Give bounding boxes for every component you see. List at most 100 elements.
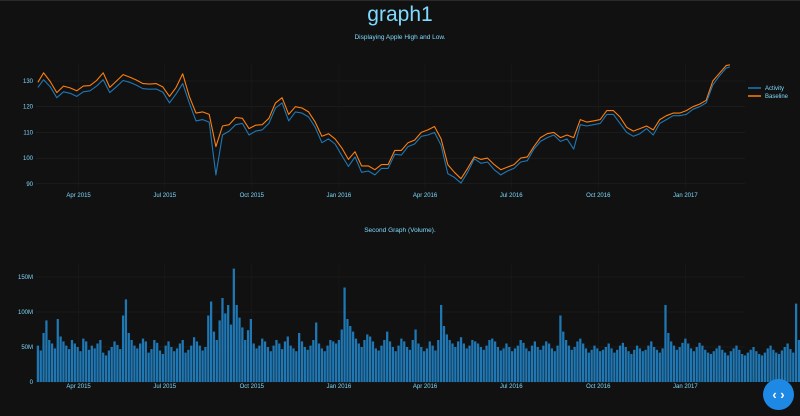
volume-bar xyxy=(408,349,412,382)
volume-bar xyxy=(56,319,59,382)
volume-bar xyxy=(53,348,57,382)
volume-bar xyxy=(153,340,156,382)
volume-bar xyxy=(201,350,204,382)
volume-bar xyxy=(258,345,261,382)
volume-bar xyxy=(403,341,406,382)
price-chart-lines xyxy=(37,64,731,184)
volume-bar xyxy=(760,355,764,382)
volume-bar xyxy=(664,305,667,382)
volume-bar xyxy=(400,338,403,382)
volume-bar xyxy=(90,345,93,382)
volume-bar xyxy=(729,351,732,382)
volume-bar xyxy=(386,331,389,382)
volume-bar xyxy=(474,341,477,382)
volume-bar xyxy=(45,320,48,382)
price-x-tick-label: Jul 2015 xyxy=(153,193,176,199)
volume-bar xyxy=(499,350,502,382)
volume-bar xyxy=(482,349,485,382)
volume-bar xyxy=(789,349,792,382)
price-x-tick-label: Oct 2015 xyxy=(240,193,265,199)
legend-label-activity[interactable]: Activity xyxy=(765,86,784,92)
volume-y-tick-label: 50M xyxy=(21,345,33,351)
volume-bar xyxy=(414,329,417,382)
volume-bar xyxy=(329,340,332,382)
volume-bar xyxy=(715,348,718,382)
volume-bar xyxy=(309,345,312,382)
volume-bar xyxy=(360,347,363,382)
volume-bar xyxy=(775,352,778,382)
volume-chart-title: Second Graph (Volume). xyxy=(364,227,436,234)
volume-bar xyxy=(391,347,394,382)
volume-bar xyxy=(67,349,71,382)
volume-bar xyxy=(647,345,650,382)
volume-bar xyxy=(596,348,599,382)
volume-bar xyxy=(42,333,45,382)
volume-bar xyxy=(505,343,508,382)
volume-bar xyxy=(349,326,352,382)
volume-chart-x-ticks: Apr 2015 Jul 2015 Oct 2015 Jan 2016 Apr 2016… xyxy=(66,384,698,390)
volume-bar xyxy=(442,326,446,382)
legend-label-baseline[interactable]: Baseline xyxy=(765,94,789,100)
volume-bar xyxy=(718,345,721,382)
volume-bar xyxy=(181,340,184,382)
volume-bar xyxy=(670,341,673,382)
volume-bar xyxy=(107,350,111,382)
volume-bar xyxy=(584,348,588,382)
volume-bar xyxy=(471,340,474,382)
volume-bar xyxy=(292,348,295,382)
volume-bar xyxy=(431,345,434,382)
volume-bar xyxy=(530,345,534,382)
volume-bar xyxy=(280,349,284,382)
volume-bar xyxy=(465,348,468,382)
volume-bar xyxy=(246,330,250,382)
volume-bar xyxy=(633,349,636,382)
volume-bar xyxy=(459,337,463,382)
volume-bar xyxy=(488,340,491,382)
volume-bar xyxy=(604,347,607,382)
volume-bar xyxy=(635,345,639,382)
volume-bar xyxy=(36,345,40,382)
volume-bar xyxy=(528,351,531,382)
volume-bar xyxy=(173,351,176,382)
volume-bar xyxy=(672,345,676,382)
volume-bar xyxy=(104,355,108,382)
price-y-tick-label: 130 xyxy=(23,79,34,85)
volume-bar xyxy=(655,349,659,382)
volume-bar xyxy=(133,345,136,382)
volume-bar xyxy=(752,347,755,382)
volume-bar xyxy=(661,348,664,382)
volume-bar xyxy=(346,319,349,382)
volume-bar xyxy=(39,350,42,382)
volume-bar xyxy=(772,349,775,382)
volume-bar xyxy=(559,315,562,382)
volume-bar xyxy=(178,343,182,382)
nav-toggle-button[interactable]: ‹ › xyxy=(763,379,794,410)
volume-bar xyxy=(65,345,68,382)
volume-bar xyxy=(590,349,593,382)
volume-bar xyxy=(252,343,255,382)
volume-bar xyxy=(241,327,244,382)
volume-bar xyxy=(93,348,96,382)
volume-bar xyxy=(244,340,247,382)
volume-bar xyxy=(701,345,704,382)
volume-bar xyxy=(479,347,483,382)
volume-bar xyxy=(621,342,625,382)
volume-bar xyxy=(437,340,440,382)
volume-bar xyxy=(706,352,710,382)
volume-bar xyxy=(539,349,542,382)
volume-bar xyxy=(485,345,488,382)
volume-x-tick-label: Oct 2016 xyxy=(586,384,611,390)
volume-bar xyxy=(156,342,159,382)
baseline-series-line xyxy=(37,64,731,180)
price-chart-legend[interactable]: Activity Baseline xyxy=(748,86,789,100)
volume-bar xyxy=(792,352,795,382)
volume-bar xyxy=(678,347,681,382)
volume-bar xyxy=(749,349,752,382)
volume-bar xyxy=(758,354,761,382)
volume-bar xyxy=(138,343,142,382)
price-chart-y-ticks: 90 100 110 120 130 xyxy=(23,79,34,188)
volume-bar xyxy=(147,352,150,382)
volume-bar xyxy=(150,349,153,382)
volume-bar xyxy=(124,299,128,382)
volume-chart-y-ticks: 0 50M 100M 150M xyxy=(18,275,34,386)
